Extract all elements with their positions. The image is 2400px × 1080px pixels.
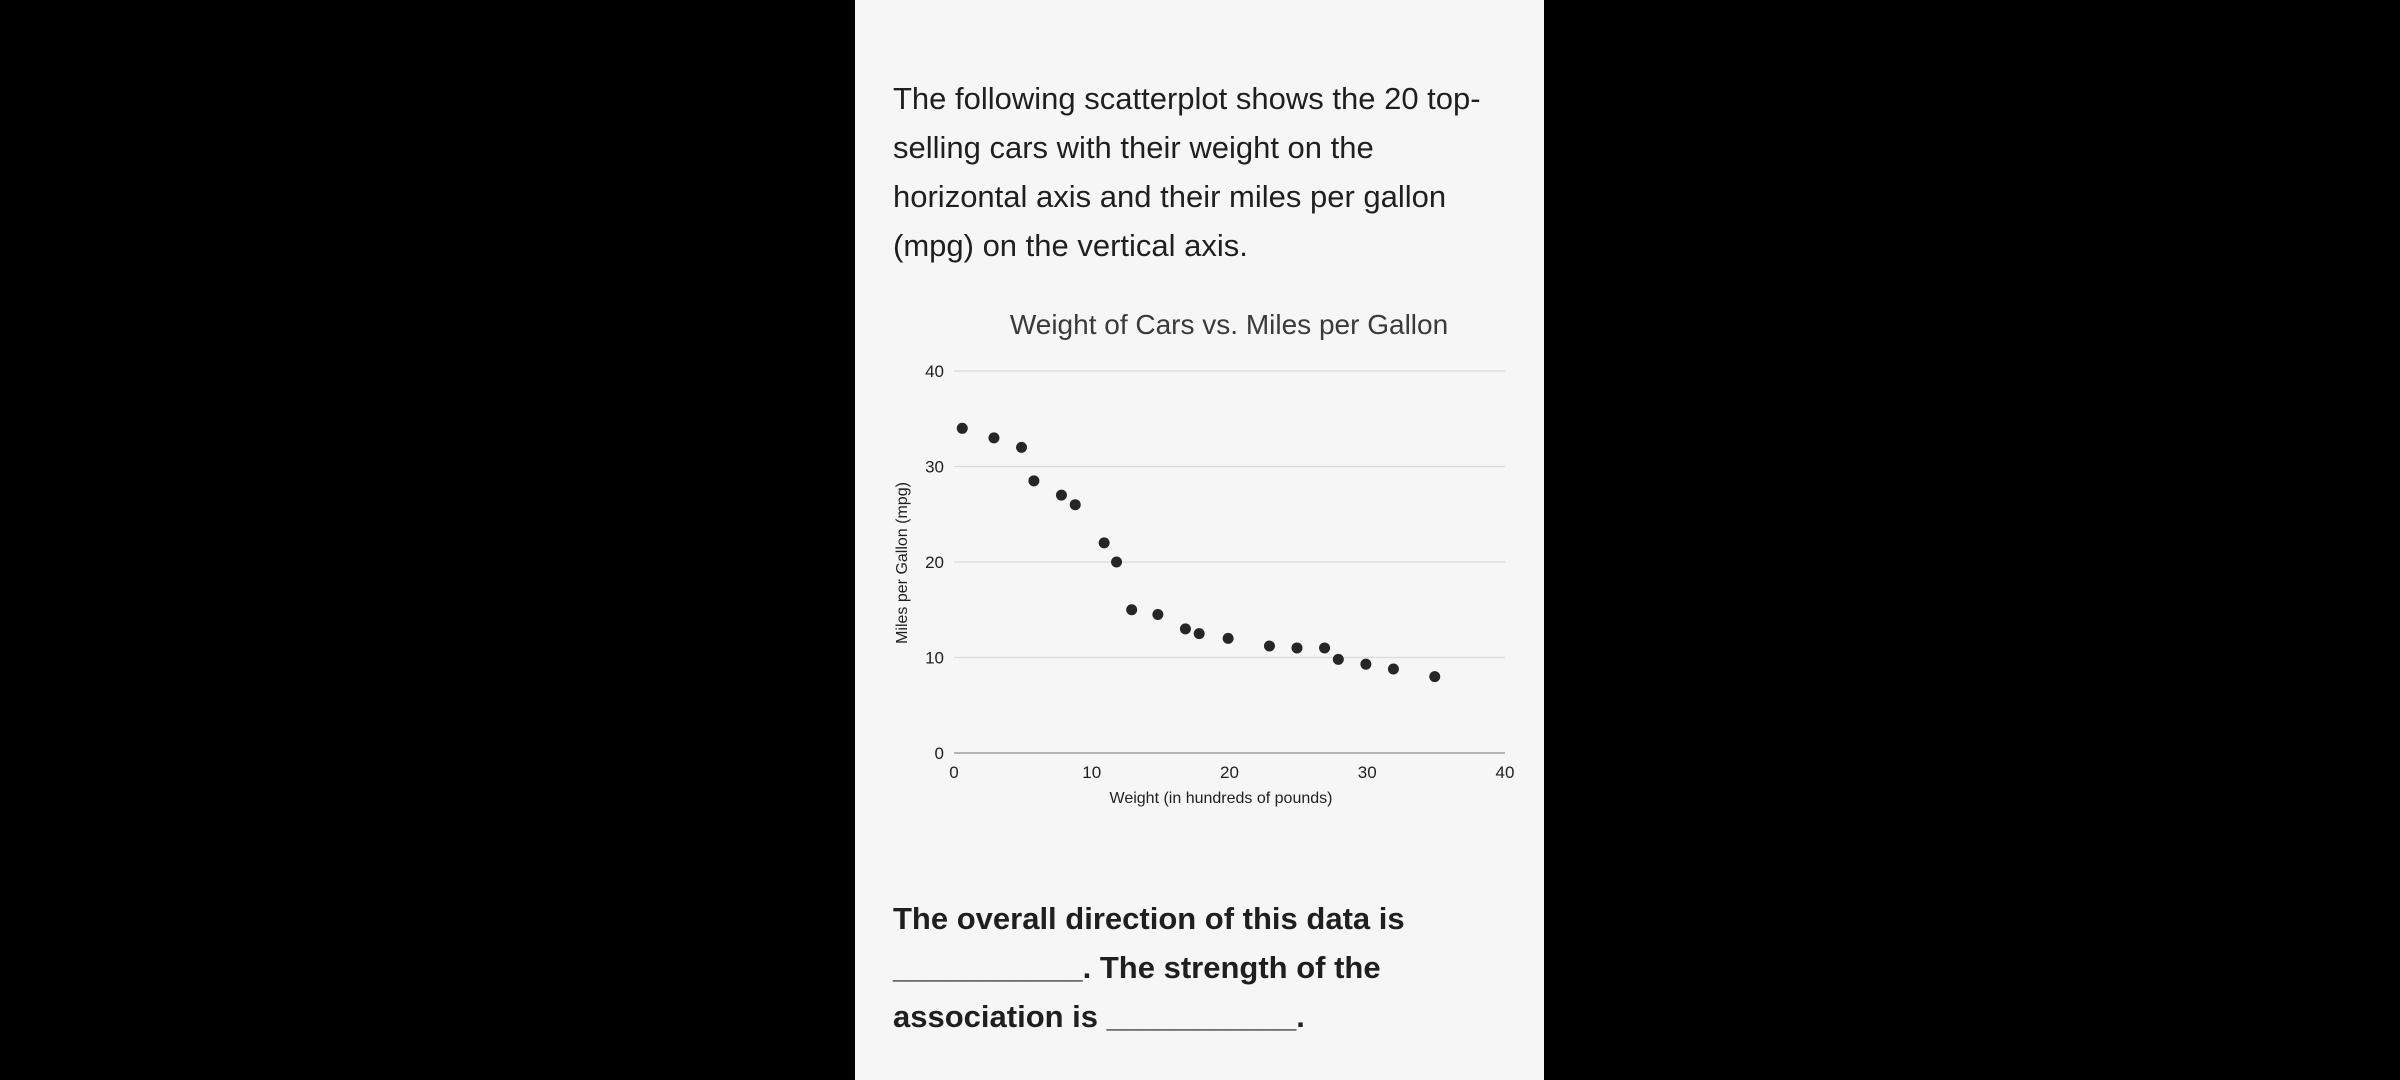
content-panel: The following scatterplot shows the 20 t… [855, 0, 1544, 1080]
data-point-1 [956, 422, 968, 434]
x-tick-labels: 0 10 20 30 40 [949, 763, 1514, 782]
data-point-6 [1069, 499, 1081, 511]
data-point-16 [1319, 642, 1331, 654]
x-tick-label: 40 [1496, 763, 1515, 782]
x-tick-label: 20 [1220, 763, 1239, 782]
data-point-2 [988, 432, 1000, 444]
x-tick-label: 0 [949, 763, 958, 782]
y-tick-labels: 0 10 20 30 40 [925, 362, 944, 763]
data-point-8 [1111, 556, 1123, 568]
scatter-chart: Weight of Cars vs. Miles per Gallon 0 10 2… [894, 309, 1514, 807]
data-point-14 [1263, 640, 1275, 652]
gridlines [954, 370, 1505, 659]
data-point-11 [1179, 623, 1191, 635]
data-point-10 [1152, 609, 1164, 621]
data-point-15 [1291, 642, 1303, 654]
data-point-13 [1222, 632, 1234, 644]
y-tick-label: 30 [925, 458, 944, 477]
data-point-19 [1387, 663, 1399, 675]
data-point-18 [1360, 658, 1372, 670]
data-point-9 [1126, 604, 1138, 616]
data-point-5 [1055, 489, 1067, 501]
chart-title: Weight of Cars vs. Miles per Gallon [1010, 309, 1448, 340]
data-points [956, 422, 1441, 683]
x-tick-label: 30 [1358, 763, 1377, 782]
data-point-12 [1193, 628, 1205, 640]
data-point-20 [1429, 671, 1441, 683]
data-point-4 [1028, 475, 1040, 487]
question-prompt: The overall direction of this data is __… [893, 901, 1405, 1034]
data-point-3 [1015, 441, 1027, 453]
intro-paragraph: The following scatterplot shows the 20 t… [893, 81, 1481, 263]
x-axis-label: Weight (in hundreds of pounds) [1110, 790, 1333, 807]
x-tick-label: 10 [1082, 763, 1101, 782]
y-tick-label: 20 [925, 553, 944, 572]
data-point-17 [1332, 653, 1344, 665]
y-axis-label: Miles per Gallon (mpg) [894, 482, 911, 644]
data-point-7 [1098, 537, 1110, 549]
y-tick-label: 10 [925, 649, 944, 668]
y-tick-label: 0 [935, 744, 944, 763]
y-tick-label: 40 [925, 362, 944, 381]
